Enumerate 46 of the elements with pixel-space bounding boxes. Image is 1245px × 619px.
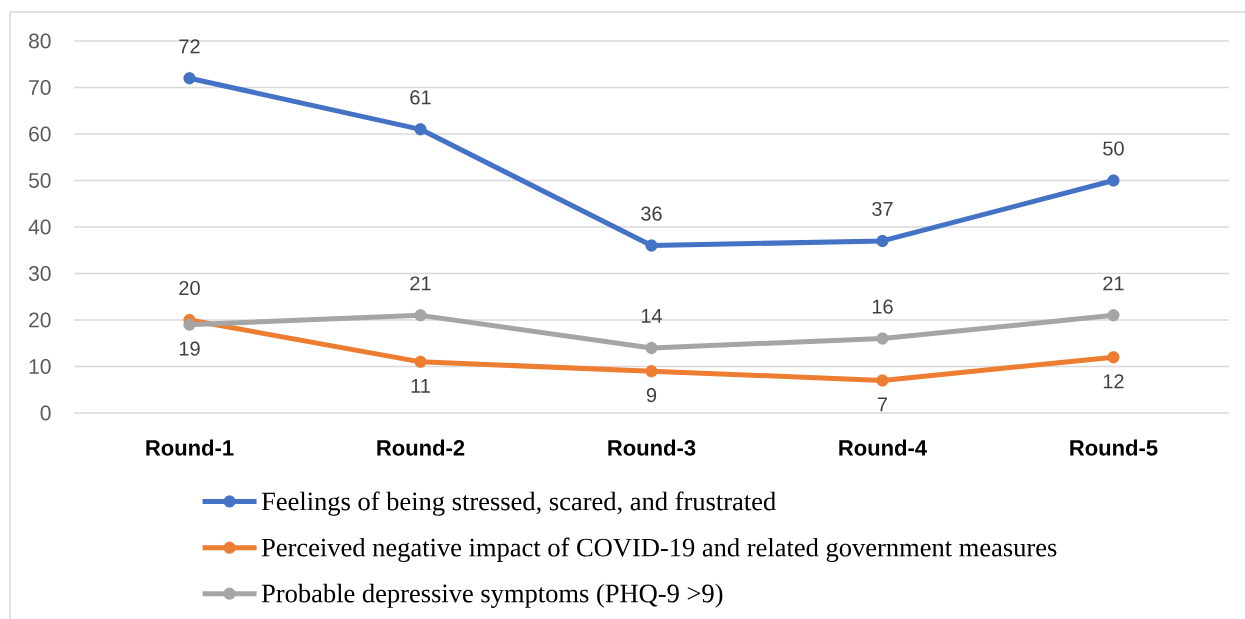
point xyxy=(414,123,427,136)
x-tick-label: Round-2 xyxy=(377,439,465,456)
x-tick-label: Round-4 xyxy=(839,439,927,456)
data-label: 14 xyxy=(641,309,663,323)
data-label: 19 xyxy=(179,341,200,356)
x-tick-label: Round-5 xyxy=(1070,439,1158,456)
y-tick-label: 40 xyxy=(28,219,51,235)
data-label: 7 xyxy=(877,397,888,412)
data-label: 16 xyxy=(872,299,893,314)
point xyxy=(183,318,196,331)
y-tick-label: 20 xyxy=(29,312,51,328)
point xyxy=(1107,174,1120,187)
data-label: 20 xyxy=(179,280,200,296)
point xyxy=(1107,309,1120,322)
data-label: 9 xyxy=(646,388,657,403)
legend-label: Perceived negative impact of COVID-19 and related government measures xyxy=(261,537,1057,562)
point xyxy=(1107,351,1120,364)
y-tick-label: 10 xyxy=(29,359,51,374)
point xyxy=(876,234,889,248)
y-tick-label: 70 xyxy=(29,80,51,95)
point xyxy=(414,309,427,322)
point xyxy=(876,374,889,387)
data-label: 21 xyxy=(1103,276,1124,291)
data-label: 50 xyxy=(1103,141,1124,156)
y-tick-label: 0 xyxy=(40,405,51,421)
point xyxy=(414,355,427,368)
data-label: 11 xyxy=(411,378,430,393)
data-label: 12 xyxy=(1103,374,1124,389)
point xyxy=(876,332,889,345)
y-tick-label: 30 xyxy=(28,266,51,281)
point xyxy=(645,365,658,378)
legend-label: Probable depressive symptoms (PHQ-9 >9) xyxy=(261,583,723,608)
data-label: 61 xyxy=(410,90,431,105)
data-label: 72 xyxy=(179,39,200,54)
y-tick-label: 60 xyxy=(29,126,51,142)
point xyxy=(645,239,658,252)
x-tick-label: Round-3 xyxy=(608,439,696,456)
y-tick-label: 80 xyxy=(29,33,51,49)
x-tick-label: Round-1 xyxy=(146,439,234,456)
data-label: 36 xyxy=(641,206,662,221)
data-label: 37 xyxy=(872,201,893,217)
point xyxy=(183,72,196,85)
y-tick-label: 50 xyxy=(28,173,51,188)
legend-label: Feelings of being stressed, scared, and frustrated xyxy=(261,491,776,516)
point xyxy=(645,341,658,354)
data-label: 21 xyxy=(410,276,431,291)
